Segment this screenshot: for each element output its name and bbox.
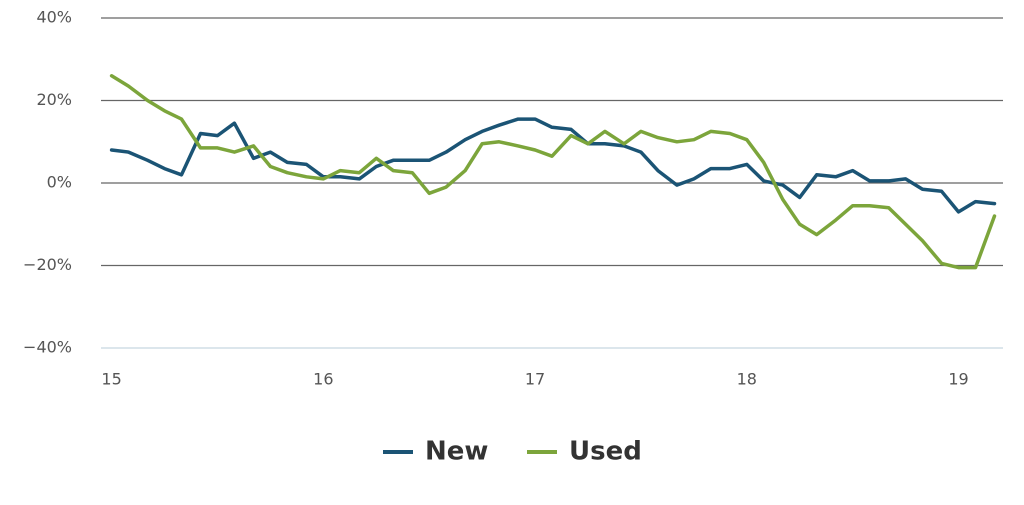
y-tick-label: 20%	[36, 90, 72, 109]
y-tick-label: 40%	[36, 8, 72, 27]
x-tick-label: 19	[948, 370, 968, 389]
line-series	[109, 117, 997, 214]
x-tick-label: 17	[525, 370, 545, 389]
y-tick-label: 0%	[47, 173, 72, 192]
x-tick-label: 18	[737, 370, 757, 389]
x-tick-label: 15	[101, 370, 121, 389]
y-tick-label: −20%	[23, 255, 72, 274]
legend-label: New	[425, 437, 488, 467]
legend-label: Used	[569, 437, 642, 467]
line-series	[109, 74, 997, 270]
y-tick-label: −40%	[23, 338, 72, 357]
x-tick-label: 16	[313, 370, 333, 389]
